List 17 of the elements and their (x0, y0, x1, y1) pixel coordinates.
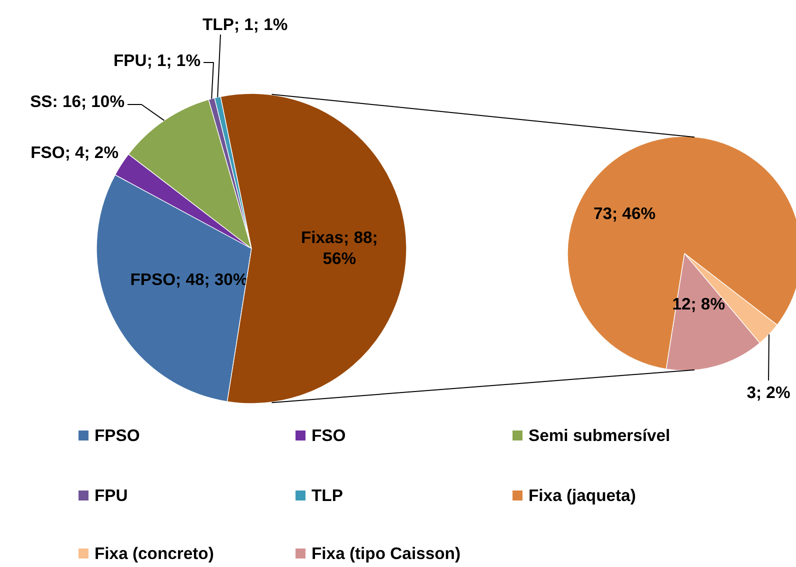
legend-label: Fixa (tipo Caisson) (312, 544, 460, 563)
legend-label: FPU (94, 486, 128, 505)
data-label: 73; 46% (593, 204, 656, 223)
legend-label: Fixa (jaqueta) (528, 486, 636, 505)
data-label: SS: 16; 10% (30, 92, 125, 111)
legend-label: Fixa (concreto) (94, 544, 214, 563)
data-label: Fixas; 88; 56% (300, 228, 378, 268)
legend-label: FPSO (94, 426, 140, 445)
data-label: FPU; 1; 1% (114, 51, 201, 70)
legend-label: FSO (312, 426, 346, 445)
legend-label: TLP (312, 486, 343, 505)
data-label: TLP; 1; 1% (202, 15, 288, 34)
data-label: 12; 8% (672, 294, 726, 314)
legend-label: Semi submersível (528, 426, 670, 445)
data-label: FPSO; 48; 30% (130, 270, 248, 289)
data-label: 3; 2% (746, 383, 790, 402)
data-label: FSO; 4; 2% (30, 143, 119, 162)
